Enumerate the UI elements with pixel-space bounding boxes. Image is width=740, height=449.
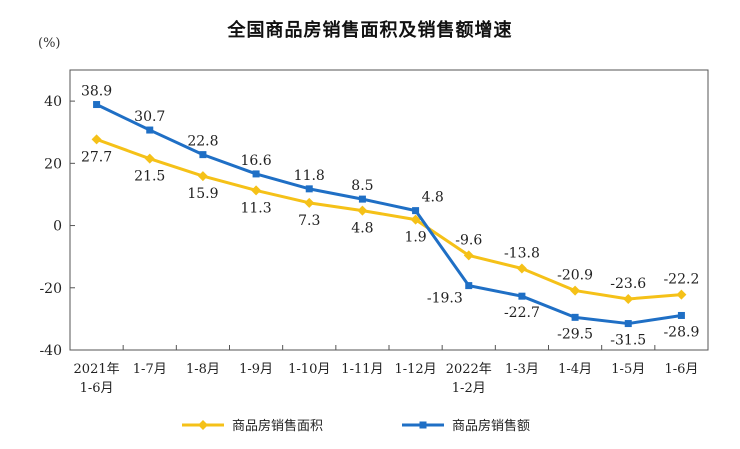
x-tick-label: 2022年 xyxy=(446,362,492,377)
x-tick-label: 1-3月 xyxy=(505,362,539,377)
data-point xyxy=(199,151,207,159)
data-point xyxy=(570,285,581,296)
data-point xyxy=(410,214,421,225)
data-point xyxy=(252,170,260,178)
x-tick-label-line2: 1-2月 xyxy=(452,381,486,396)
data-label: 27.7 xyxy=(81,149,112,165)
data-label: 4.8 xyxy=(422,190,444,206)
data-label: -28.9 xyxy=(663,324,699,340)
data-point xyxy=(305,185,313,193)
data-label: 11.8 xyxy=(294,168,325,184)
x-tick-label: 2021年 xyxy=(74,362,120,377)
data-point xyxy=(146,126,154,134)
x-tick-label: 1-10月 xyxy=(288,362,330,377)
data-point xyxy=(677,311,685,319)
data-label: 15.9 xyxy=(187,186,218,202)
data-label: 7.3 xyxy=(298,213,320,229)
y-tick-label: -20 xyxy=(39,281,62,297)
data-point xyxy=(197,171,208,182)
data-point xyxy=(93,101,101,109)
data-label: -29.5 xyxy=(557,326,593,342)
data-label: 1.9 xyxy=(404,230,426,246)
data-point xyxy=(571,313,579,321)
x-tick-label: 1-11月 xyxy=(341,362,383,377)
data-point xyxy=(251,185,262,196)
data-point xyxy=(358,195,366,203)
x-tick-label: 1-6月 xyxy=(664,362,698,377)
legend-marker xyxy=(419,421,427,429)
x-tick-label: 1-8月 xyxy=(186,362,220,377)
y-tick-label: -40 xyxy=(39,343,62,359)
data-point xyxy=(412,207,420,215)
y-tick-label: 40 xyxy=(44,94,62,110)
data-label: 11.3 xyxy=(240,200,271,216)
data-label: 16.6 xyxy=(240,153,271,169)
data-label: 8.5 xyxy=(351,178,373,194)
x-tick-label: 1-4月 xyxy=(558,362,592,377)
data-label: -20.9 xyxy=(557,268,593,284)
plot-frame xyxy=(69,69,709,351)
data-point xyxy=(518,292,526,300)
data-label: 4.8 xyxy=(351,221,373,237)
data-label: 21.5 xyxy=(134,169,165,185)
x-tick-label-line2: 1-6月 xyxy=(80,381,114,396)
data-point xyxy=(463,250,474,261)
y-tick-label: 0 xyxy=(53,219,62,235)
data-point xyxy=(676,289,687,300)
data-label: -23.6 xyxy=(610,276,646,292)
legend-marker xyxy=(198,420,208,430)
data-point xyxy=(516,263,527,274)
x-tick-label: 1-9月 xyxy=(239,362,273,377)
data-point xyxy=(465,282,473,290)
legend-label: 商品房销售额 xyxy=(452,418,530,434)
y-tick-label: 20 xyxy=(44,156,62,172)
data-label: -22.2 xyxy=(663,272,699,288)
x-tick-label: 1-7月 xyxy=(133,362,167,377)
data-label: -19.3 xyxy=(427,291,463,307)
data-label: -9.6 xyxy=(455,232,482,248)
data-label: 22.8 xyxy=(187,134,218,150)
data-label: -31.5 xyxy=(610,333,646,349)
chart-title: 全国商品房销售面积及销售额增速 xyxy=(227,20,513,41)
data-point xyxy=(304,197,315,208)
data-point xyxy=(357,205,368,216)
x-tick-label: 1-12月 xyxy=(394,362,436,377)
data-point xyxy=(91,134,102,145)
data-label: 30.7 xyxy=(134,109,165,125)
data-label: -22.7 xyxy=(504,305,540,321)
series-line-1 xyxy=(96,137,682,301)
data-point xyxy=(144,153,155,164)
data-point xyxy=(623,293,634,304)
legend-label: 商品房销售面积 xyxy=(232,418,323,434)
x-tick-label: 1-5月 xyxy=(611,362,645,377)
y-axis-unit: (%) xyxy=(38,36,61,51)
data-label: 38.9 xyxy=(81,84,112,100)
data-label: -13.8 xyxy=(504,245,540,261)
data-point xyxy=(624,320,632,328)
series-line-2 xyxy=(95,103,682,326)
